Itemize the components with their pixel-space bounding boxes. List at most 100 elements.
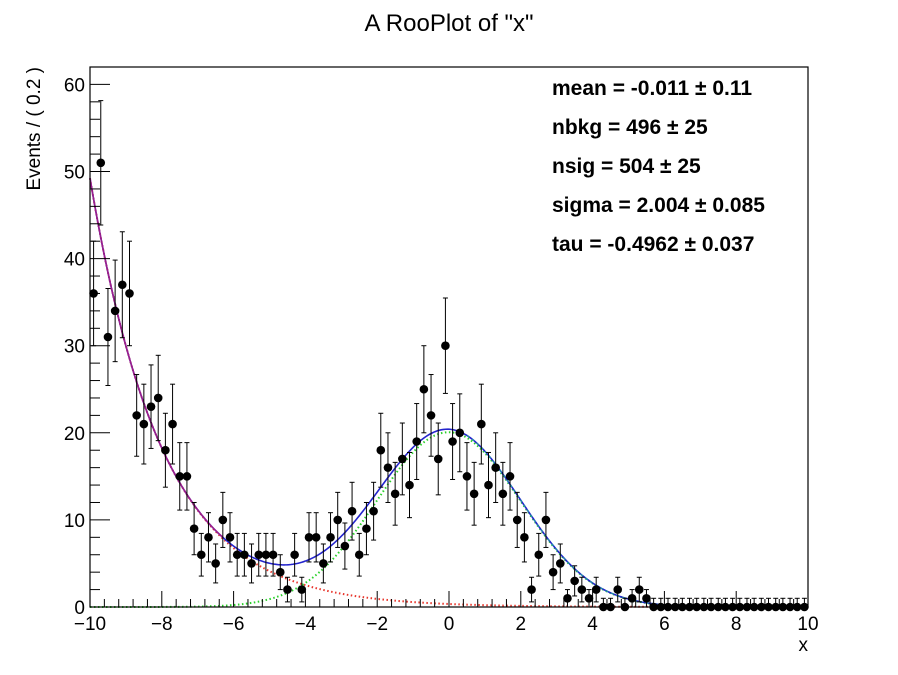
data-point-group [376, 412, 386, 488]
data-point [189, 524, 199, 533]
data-point [390, 489, 400, 499]
data-point [218, 515, 228, 525]
data-point [613, 585, 623, 594]
x-tick-label: 0 [444, 614, 455, 635]
data-point-group [254, 532, 264, 577]
data-point [347, 506, 357, 516]
data-point [591, 585, 601, 594]
data-point-group [268, 532, 278, 577]
data-point-group [319, 543, 328, 584]
data-point-group [390, 461, 400, 526]
data-point [469, 489, 479, 499]
data-point-group [541, 491, 551, 548]
data-point-group [634, 576, 644, 603]
data-point-group [189, 501, 199, 556]
data-point-group [275, 554, 285, 591]
y-axis-label: Events / ( 0.2 ) [24, 67, 45, 191]
data-point-group [347, 481, 357, 541]
data-point [304, 533, 314, 542]
data-point-group [491, 432, 500, 503]
y-tick-label: 40 [64, 250, 85, 271]
data-point-group [232, 532, 242, 577]
y-tick-label: 20 [64, 424, 85, 445]
data-point [498, 489, 508, 499]
data-point [376, 445, 386, 455]
data-point-group [455, 393, 465, 473]
data-point-group [204, 512, 213, 563]
data-point-group [548, 554, 558, 591]
x-tick-label: −6 [223, 614, 245, 635]
data-point-group [520, 512, 529, 563]
data-point [354, 550, 364, 560]
data-point-group [297, 576, 307, 603]
data-point [211, 559, 220, 568]
data-point-group [146, 364, 156, 449]
x-tick-label: 2 [516, 614, 527, 635]
data-point [297, 585, 307, 594]
data-point-group [311, 512, 321, 563]
fit-result-line: tau = -0.4962 ± 0.037 [552, 233, 754, 256]
data-point-group [534, 532, 544, 577]
data-point-group [469, 461, 479, 526]
data-point-group [613, 576, 623, 603]
data-point [369, 506, 378, 516]
data-point [398, 454, 407, 464]
data-points [89, 100, 809, 612]
data-point [232, 550, 242, 560]
data-point-group [175, 442, 185, 511]
data-point-group [96, 100, 106, 226]
x-tick-label: 8 [731, 614, 742, 635]
data-point [433, 454, 443, 464]
data-point [534, 550, 544, 560]
data-point-group [477, 383, 486, 465]
data-point [168, 419, 177, 429]
data-point [362, 524, 371, 533]
y-tick-label: 0 [74, 598, 85, 619]
y-tick-label: 50 [64, 163, 85, 184]
data-point-group [771, 597, 780, 612]
data-point-group [125, 240, 134, 347]
fit-result-line: sigma = 2.004 ± 0.085 [552, 194, 765, 217]
data-point [505, 472, 515, 481]
data-point [96, 158, 106, 168]
data-point-group [448, 403, 457, 480]
y-tick-label: 10 [64, 511, 85, 532]
data-point-group [591, 576, 601, 603]
data-point [642, 593, 651, 603]
data-point-group [577, 576, 587, 603]
data-point-group [555, 543, 565, 584]
data-point [419, 384, 429, 394]
data-point-group [290, 532, 299, 577]
data-point [261, 550, 271, 560]
data-point [204, 533, 213, 542]
data-point-group [182, 442, 192, 511]
data-point-group [570, 565, 579, 597]
data-point [110, 306, 120, 316]
data-point [426, 411, 436, 420]
y-tick-label: 60 [64, 75, 85, 96]
x-tick-label: 4 [587, 614, 598, 635]
data-point [563, 593, 572, 603]
data-point-group [118, 231, 127, 339]
data-point [283, 585, 292, 594]
data-point-group [340, 522, 350, 570]
data-point-group [261, 532, 271, 577]
x-axis-label: x [799, 635, 809, 656]
data-point-group [498, 461, 508, 526]
x-tick-label: −4 [295, 614, 317, 635]
data-point [290, 550, 299, 560]
data-point [175, 472, 185, 481]
data-point-group [383, 432, 393, 503]
data-point [477, 419, 486, 429]
data-point-group [304, 512, 314, 563]
data-point [132, 411, 141, 420]
x-tick-label: 10 [797, 614, 818, 635]
data-point-group [441, 297, 450, 394]
fit-result-line: nbkg = 496 ± 25 [552, 116, 708, 139]
y-axis-ticks [90, 66, 110, 608]
data-point [146, 402, 156, 411]
data-point-group [247, 543, 256, 584]
data-point-group [527, 576, 536, 603]
x-tick-label: −10 [74, 614, 106, 635]
